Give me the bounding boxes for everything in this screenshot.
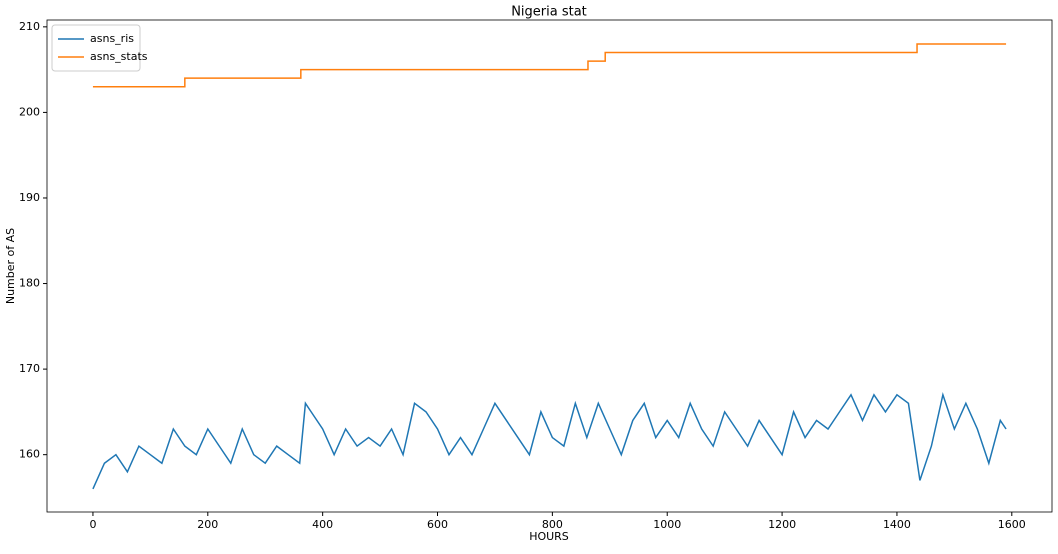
x-tick-label: 200 xyxy=(197,518,218,531)
legend-box xyxy=(51,24,141,72)
chart-title: Nigeria stat xyxy=(511,5,587,20)
legend-label: asns_ris xyxy=(90,32,134,45)
y-tick-label: 160 xyxy=(19,448,40,461)
y-tick-label: 210 xyxy=(19,20,40,33)
x-tick-label: 400 xyxy=(312,518,333,531)
x-axis-label: HOURS xyxy=(529,530,569,543)
plot-frame xyxy=(46,19,1053,513)
x-tick-label: 1000 xyxy=(653,518,681,531)
series-line xyxy=(92,391,1007,490)
y-tick-label: 200 xyxy=(19,105,40,118)
y-tick-label: 170 xyxy=(19,362,40,375)
x-tick-label: 0 xyxy=(89,518,96,531)
y-tick-label: 190 xyxy=(19,191,40,204)
series-line xyxy=(92,43,1007,88)
legend-label: asns_stats xyxy=(90,50,148,63)
y-axis-label: Number of AS xyxy=(4,228,17,304)
x-tick-label: 1400 xyxy=(883,518,911,531)
x-tick-label: 800 xyxy=(542,518,563,531)
y-tick-label: 180 xyxy=(19,277,40,290)
x-tick-label: 1600 xyxy=(998,518,1026,531)
x-tick-label: 600 xyxy=(427,518,448,531)
x-tick-label: 1200 xyxy=(768,518,796,531)
